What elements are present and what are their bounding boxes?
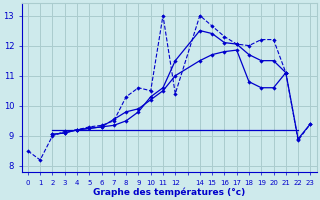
X-axis label: Graphe des températures (°c): Graphe des températures (°c) <box>93 187 245 197</box>
